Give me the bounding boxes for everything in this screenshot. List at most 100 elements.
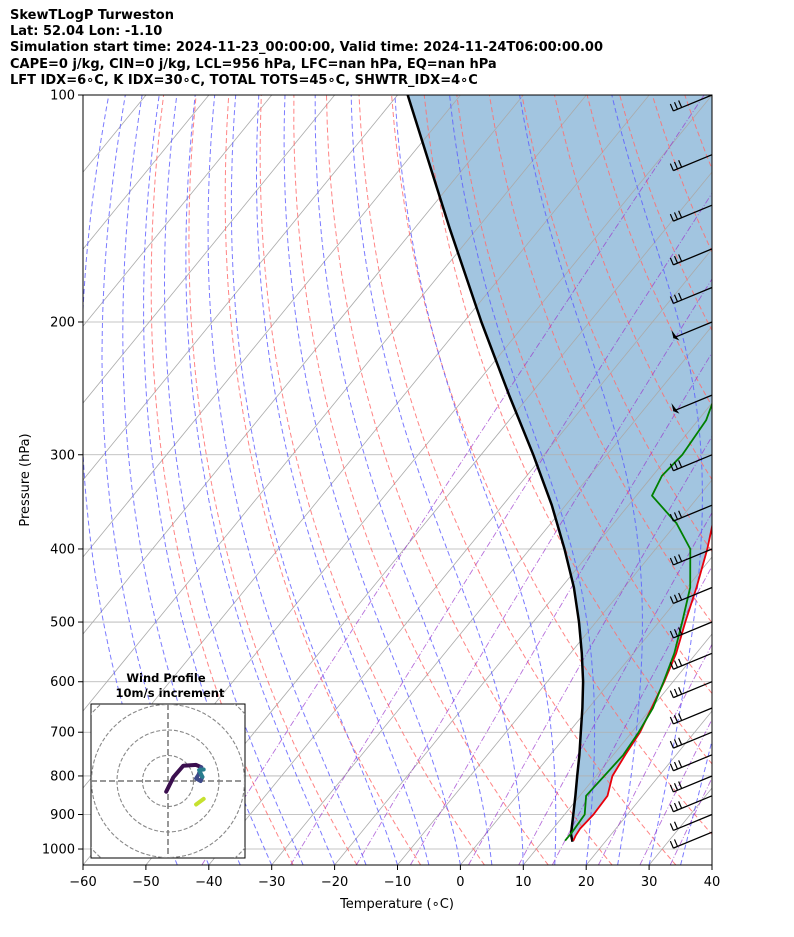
isotherm-line (460, 556, 712, 865)
x-tick-label: −20 (321, 875, 348, 890)
dewpoint-profile-line (564, 401, 712, 842)
wind-barbs (669, 94, 713, 849)
hodograph-segment (164, 762, 204, 794)
moist-adiabat-line (283, 95, 461, 865)
wind-barb (669, 681, 713, 699)
mixing-ratio-line (518, 511, 712, 865)
dry-adiabat-line (150, 95, 294, 865)
chart-header: SkewTLogP Turweston Lat: 52.04 Lon: -1.1… (10, 8, 603, 89)
y-tick-label: 600 (50, 675, 75, 690)
dry-adiabat-line (293, 95, 549, 865)
x-tick-label: −10 (384, 875, 411, 890)
moist-adiabat-line (143, 95, 273, 865)
wind-barb (669, 754, 713, 772)
y-axis-label: Pressure (hPa) (18, 433, 33, 526)
dry-adiabat-line (391, 95, 712, 836)
isotherm-line (83, 95, 587, 712)
inset-rings (91, 704, 245, 858)
moist-adiabat-line (394, 95, 557, 865)
moist-adiabat-line (164, 95, 304, 865)
moist-adiabat-line (611, 95, 703, 865)
isotherm-line (83, 95, 84, 96)
dry-adiabat-line (188, 95, 358, 865)
wind-barb (669, 586, 713, 605)
isotherm-line (397, 479, 712, 865)
wind-barb (669, 248, 713, 266)
wind-barb (669, 548, 713, 566)
y-tick-label: 1000 (42, 843, 75, 858)
y-tick-label: 800 (50, 769, 75, 784)
isotherm-line (83, 95, 273, 327)
moist-adiabat-line (314, 95, 493, 865)
wind-barb (669, 94, 713, 112)
isotherm-line (522, 633, 712, 865)
wind-barb (669, 154, 713, 172)
moist-adiabat-line (230, 95, 398, 865)
inset-title: Wind Profile (126, 671, 206, 685)
location-line: Lat: 52.04 Lon: -1.10 (10, 24, 163, 40)
moist-adiabat-line (185, 95, 336, 865)
mixing-ratio-line (355, 278, 712, 865)
moist-adiabat-line (207, 95, 367, 865)
cape-line: CAPE=0 j/kg, CIN=0 j/kg, LCL=956 hPa, LF… (10, 56, 497, 72)
mixing-ratio-line (598, 643, 712, 865)
index-line: LFT IDX=6∘C, K IDX=30∘C, TOTAL TOTS=45∘C… (10, 72, 478, 88)
isotherm-line (271, 325, 712, 865)
wind-barb (669, 813, 713, 832)
isotherm-line (711, 864, 712, 865)
dry-adiabat-line (488, 95, 712, 624)
x-tick-label: −30 (258, 875, 285, 890)
dry-adiabat-line (750, 95, 794, 865)
isotherm-line (83, 95, 461, 558)
wind-barb (669, 204, 713, 222)
x-tick-label: −60 (69, 875, 96, 890)
isotherm-line (334, 402, 712, 865)
wind-barb (669, 831, 713, 849)
wind-barb (669, 775, 713, 793)
dry-adiabat-line (259, 95, 485, 865)
wind-barb (669, 454, 713, 472)
temperature-profile-line (572, 522, 712, 842)
wind-barb (671, 394, 713, 414)
mixing-ratio-line (410, 351, 712, 865)
isotherm-line (83, 95, 210, 250)
x-axis-ticks: −60 −50 −40 −30 −20 −10 0 10 20 30 40 (69, 865, 720, 890)
dry-adiabat-line (423, 95, 712, 765)
wind-barb (669, 731, 713, 749)
moist-adiabat-line (350, 95, 524, 865)
wind-barb (669, 652, 713, 670)
dry-adiabat-line (358, 95, 677, 865)
dry-adiabat-line (521, 95, 712, 553)
isotherm-line (585, 710, 712, 865)
mixing-ratio-line (468, 435, 712, 865)
y-tick-label: 700 (50, 726, 75, 741)
wind-barb (669, 286, 713, 305)
dry-adiabat-line (783, 95, 794, 865)
profile-lines (406, 95, 712, 842)
mixing-ratio-lines (201, 95, 712, 865)
x-tick-label: −40 (195, 875, 222, 890)
isotherm-line (83, 95, 335, 404)
hodograph-segment (194, 796, 206, 807)
x-tick-label: −50 (132, 875, 159, 890)
y-tick-label: 400 (50, 542, 75, 557)
mixing-ratio-line (639, 718, 712, 865)
hodograph-segment (197, 767, 206, 779)
y-axis-ticks: 1000 900 800 700 600 500 400 300 200 100 (42, 89, 83, 858)
x-tick-label: 0 (456, 875, 464, 890)
hodograph-trace (164, 762, 206, 807)
mixing-ratio-line (669, 776, 712, 865)
time-line: Simulation start time: 2024-11-23_00:00:… (10, 40, 603, 56)
dry-adiabat-lines (150, 95, 794, 865)
wind-barb (669, 707, 713, 725)
chart-title: SkewTLogP Turweston (10, 8, 174, 23)
wind-barb (669, 795, 713, 813)
y-tick-label: 100 (50, 89, 75, 104)
moist-adiabat-line (711, 863, 712, 865)
isotherm-line (145, 171, 712, 865)
hodograph-inset: Wind Profile 10m/s increment (90, 671, 246, 859)
isotherm-line (83, 95, 524, 635)
mixing-ratio-line (551, 565, 712, 865)
dry-adiabat-line (224, 95, 422, 865)
